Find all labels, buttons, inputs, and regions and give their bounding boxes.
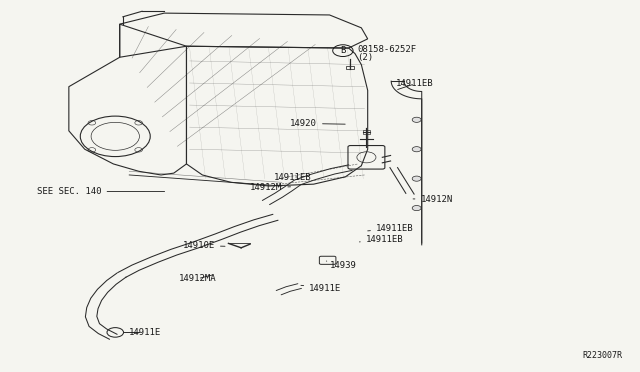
Text: B: B: [340, 46, 346, 55]
Text: 14912MA: 14912MA: [179, 274, 216, 283]
Text: 14910E: 14910E: [182, 241, 225, 250]
Text: 08158-6252F: 08158-6252F: [357, 45, 416, 54]
Circle shape: [412, 176, 421, 181]
Text: R223007R: R223007R: [582, 351, 622, 360]
Text: 14911E: 14911E: [301, 284, 342, 293]
Circle shape: [412, 147, 421, 152]
Text: 14911EB: 14911EB: [396, 79, 434, 90]
Text: SEE SEC. 140: SEE SEC. 140: [37, 187, 164, 196]
Text: 14912N: 14912N: [413, 195, 452, 204]
Text: (2): (2): [357, 53, 373, 62]
Text: 14911EB: 14911EB: [274, 173, 312, 182]
Circle shape: [412, 117, 421, 122]
Text: 14912M: 14912M: [250, 183, 291, 192]
Circle shape: [412, 205, 421, 211]
Text: 14939: 14939: [326, 261, 356, 270]
Text: 14911EB: 14911EB: [360, 235, 403, 244]
Text: 14911E: 14911E: [129, 328, 161, 337]
Text: 14911EB: 14911EB: [368, 224, 413, 233]
Text: 14920: 14920: [290, 119, 345, 128]
